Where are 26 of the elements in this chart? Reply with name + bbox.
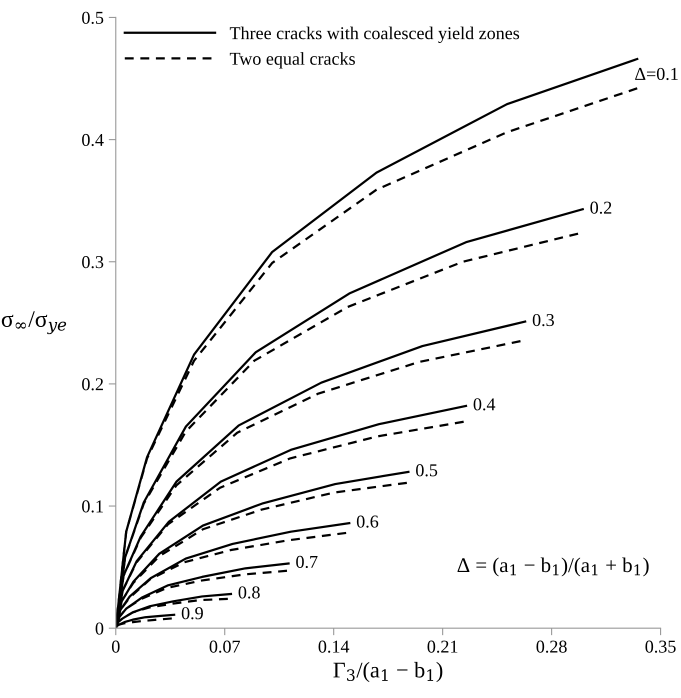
- x-tick-label: 0.21: [428, 640, 458, 653]
- annotation: 0.7: [296, 556, 318, 568]
- legend-label: Three cracks with coalesced yield zones: [230, 26, 520, 44]
- y-tick-label: 0.2: [82, 378, 103, 390]
- y-tick-label: 0.5: [82, 12, 104, 24]
- x-tick-label: 0.35: [645, 640, 676, 653]
- x-axis-title: Γ$_{3}$/(a$_{1}$ − b$_{1}$): [333, 662, 442, 682]
- annotation: 0.8: [238, 586, 260, 599]
- y-tick-label: 0.4: [82, 134, 104, 146]
- x-tick-label: 0.28: [536, 640, 567, 653]
- text: Δ = (a$_{1}$ − b$_{1}$)/(a$_{1}$ + b$_{1}$): [458, 558, 649, 576]
- y-tick-label: 0.1: [82, 500, 103, 513]
- annotation: Δ=0.1: [635, 68, 678, 80]
- annotation: 0.2: [590, 202, 612, 214]
- y-tick-label: 0.3: [82, 256, 104, 268]
- legend-label: Two equal cracks: [230, 52, 355, 69]
- x-tick-label: 0.14: [318, 640, 350, 653]
- y-tick-label: 0: [96, 622, 104, 635]
- y-axis-title: σ$_{∞}$/σ$_{ye}$: [2, 311, 66, 334]
- annotation: 0.5: [416, 464, 438, 476]
- x-tick-label: 0: [112, 640, 120, 653]
- annotation: 0.4: [474, 398, 496, 410]
- annotation: 0.6: [356, 515, 378, 528]
- annotation: 0.3: [532, 314, 554, 326]
- x-tick-label: 0.07: [210, 640, 240, 653]
- annotation: 0.9: [182, 607, 203, 620]
